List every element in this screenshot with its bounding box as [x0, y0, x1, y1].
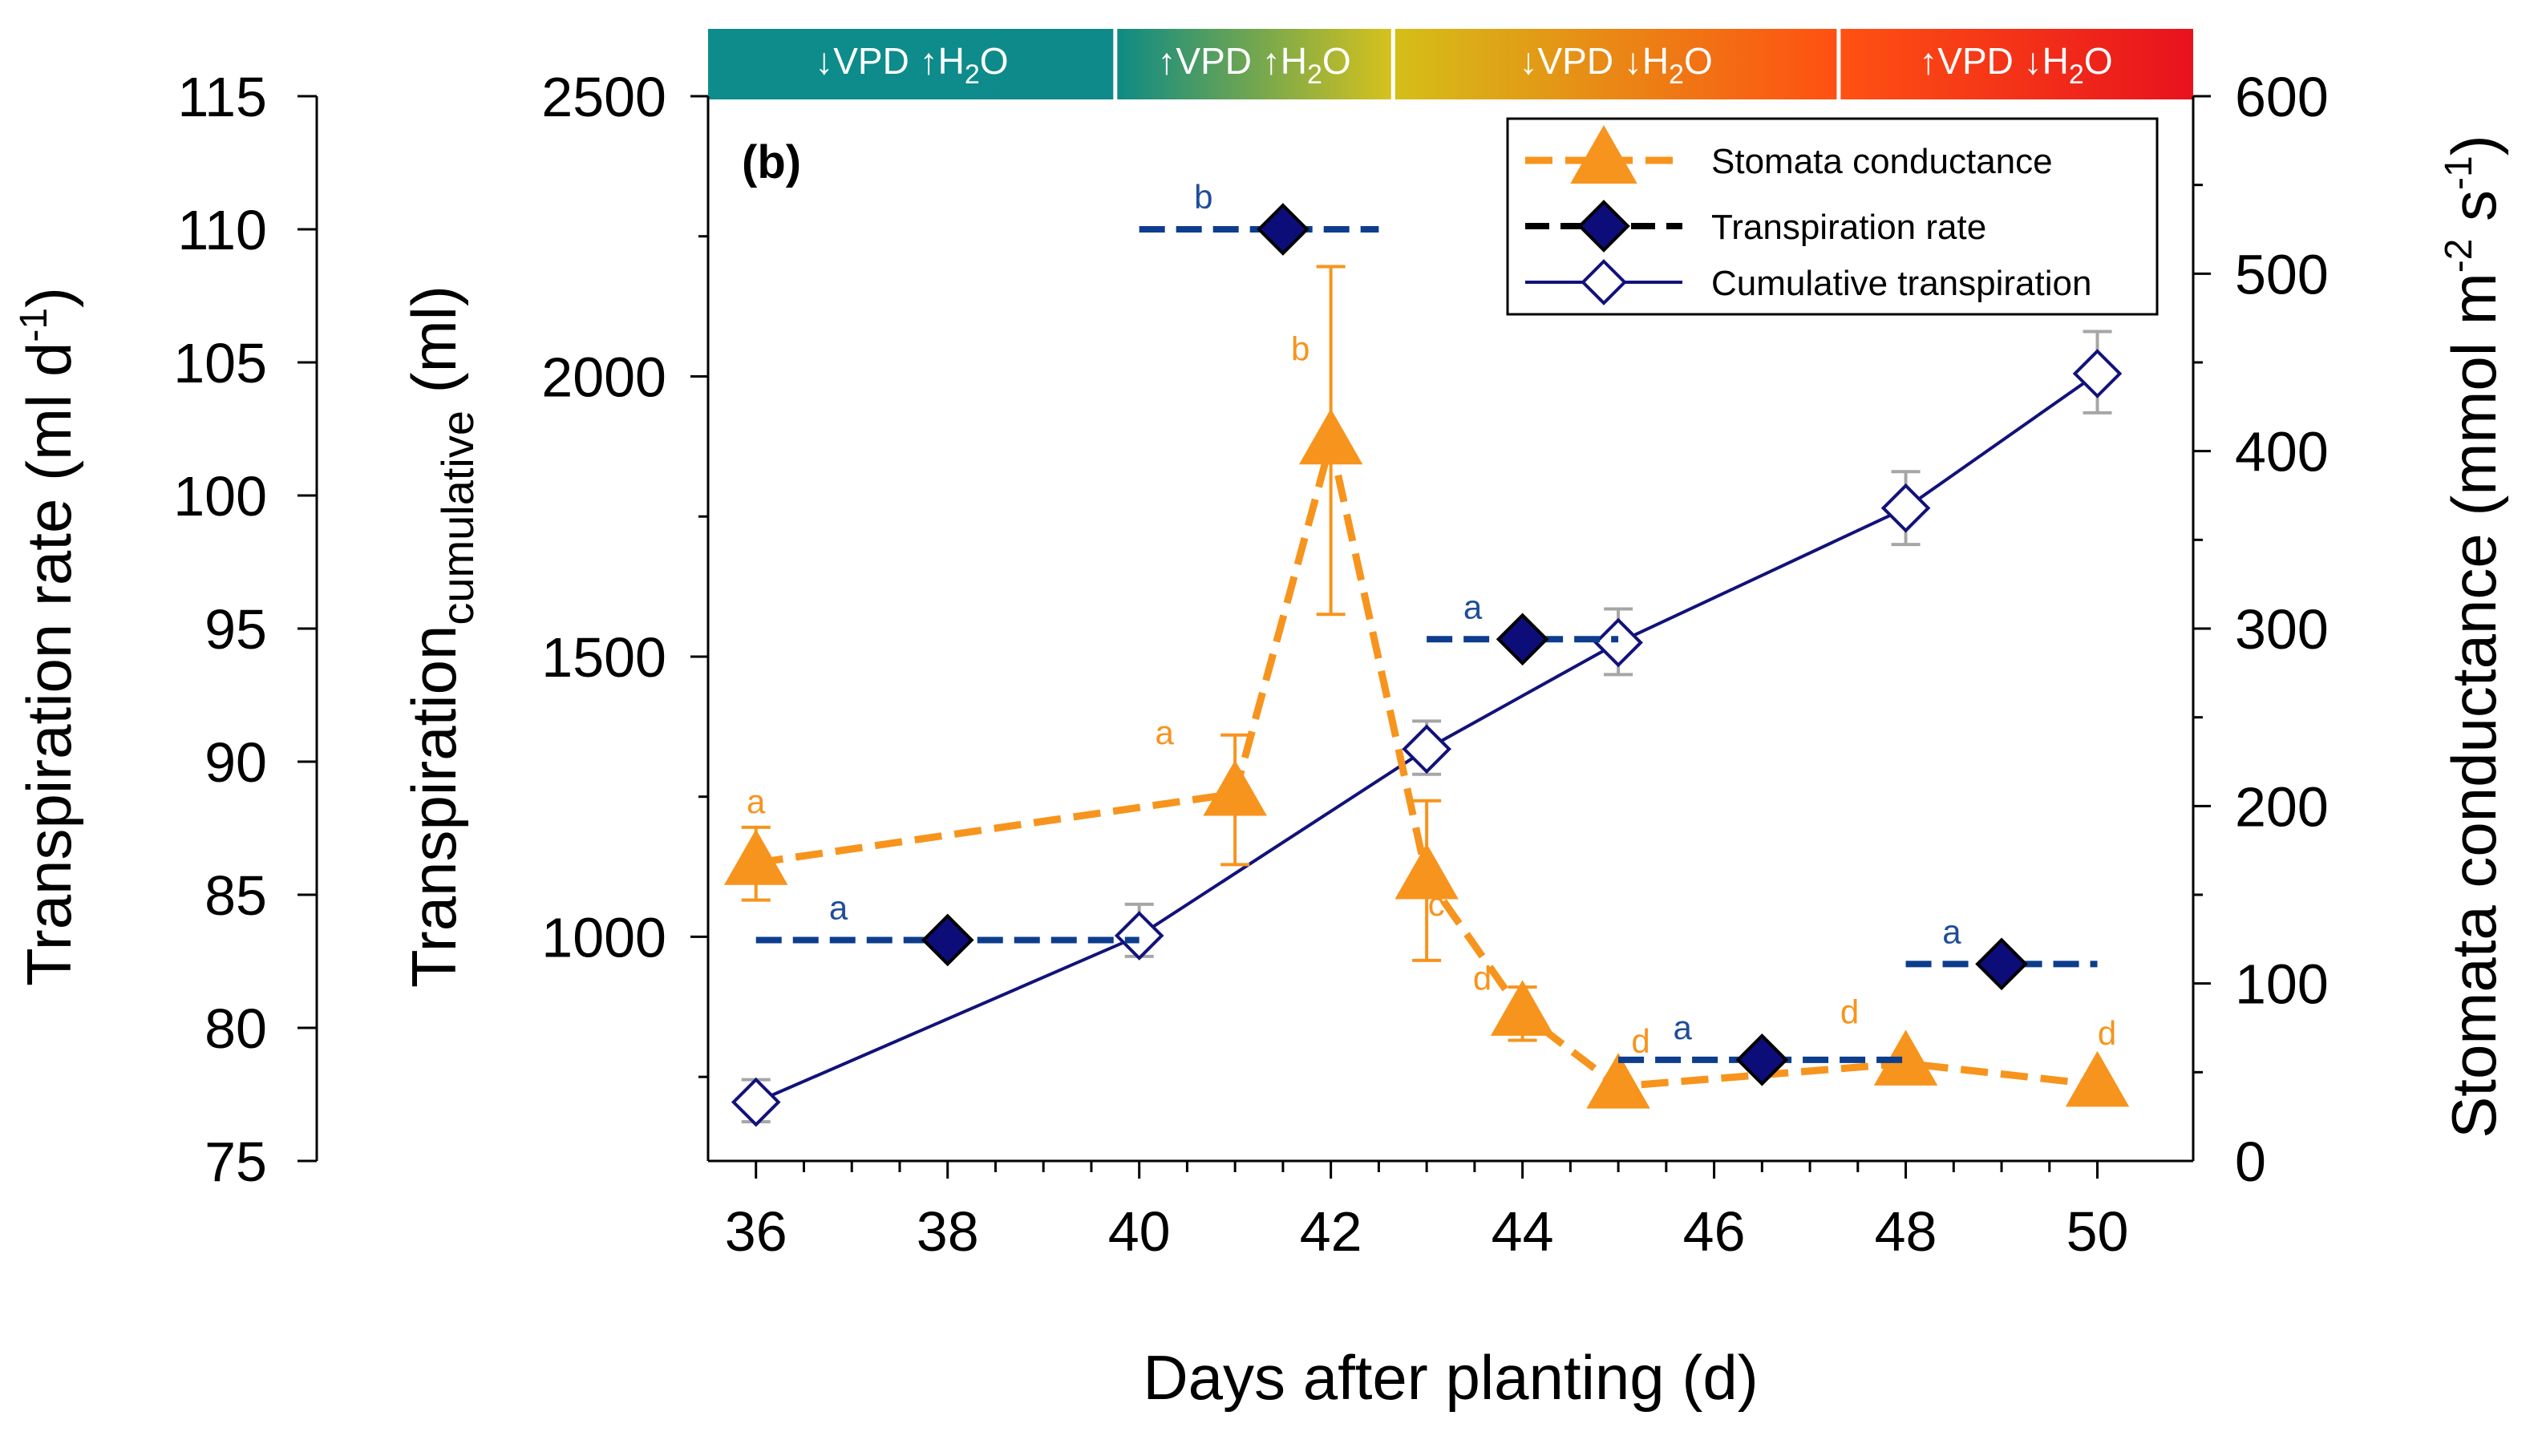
transpiration-rate-point — [1735, 1033, 1789, 1086]
legend-stomata-marker — [1570, 124, 1637, 184]
left-inner-axis-title: Transpirationcumulative (ml) — [399, 285, 483, 988]
stomata-letter: d — [2098, 1014, 2116, 1052]
legend-entry-label: Stomata conductance — [1711, 142, 2053, 181]
stomata-point — [1394, 843, 1459, 900]
left-outer-tick-label: 100 — [173, 465, 267, 528]
transpiration-rate-point — [1975, 937, 2028, 991]
legend-transpiration-rate-marker — [1577, 200, 1630, 253]
left-inner-tick-label: 1500 — [541, 626, 666, 689]
stomata-point — [1298, 408, 1363, 465]
x-tick-label: 44 — [1492, 1200, 1554, 1263]
axes: 36 38 40 42 44 46 48 50 Days after planting (d) 7… — [13, 66, 2509, 1413]
stomata-line — [755, 441, 2099, 1090]
stomata-letter: d — [1840, 993, 1859, 1030]
stomata-letter: b — [1291, 330, 1309, 368]
left-inner-tick-label: 2500 — [541, 66, 666, 128]
x-tick-label: 46 — [1683, 1200, 1746, 1263]
left-outer-tick-label: 90 — [204, 731, 267, 794]
right-tick-label: 200 — [2235, 775, 2329, 838]
legend-entry-label: Cumulative transpiration — [1711, 264, 2091, 303]
cumulative-point — [731, 1077, 781, 1127]
transpiration-rate-point — [1257, 203, 1309, 256]
left-outer-axis-title: Transpiration rate (ml d-1) — [13, 287, 84, 986]
cumulative-point — [1593, 617, 1643, 668]
left-outer-tick-label: 105 — [173, 332, 267, 394]
transpiration-rate-letter: b — [1194, 178, 1212, 216]
left-outer-tick-label: 85 — [204, 864, 267, 927]
cumulative-point — [1880, 483, 1931, 533]
left-outer-tick-label: 115 — [177, 66, 267, 128]
right-axis-title: Stomata conductance (mmol m-2 s-1) — [2438, 135, 2509, 1138]
phase-segment — [1393, 29, 1839, 99]
legend-entry-label: Transpiration rate — [1711, 208, 1986, 247]
x-tick-label: 48 — [1875, 1200, 1937, 1263]
x-axis-title: Days after planting (d) — [1143, 1342, 1758, 1413]
x-tick-label: 36 — [725, 1200, 787, 1263]
legend-cumulative-marker — [1581, 259, 1627, 305]
series-cumulative-transpiration — [731, 330, 2123, 1127]
right-tick-label: 300 — [2235, 598, 2329, 661]
phase-segment — [1838, 29, 2193, 99]
left-inner-tick-label: 2000 — [541, 346, 666, 408]
right-tick-label: 400 — [2235, 421, 2329, 483]
stomata-letter: d — [1631, 1022, 1649, 1060]
stomata-letter: a — [747, 783, 766, 820]
phase-segment — [708, 29, 1115, 99]
x-tick-label: 40 — [1108, 1200, 1171, 1263]
stomata-letter: c — [1428, 885, 1445, 923]
phase-label: ↑VPD ↑H2O — [1157, 40, 1350, 90]
stomata-letter: a — [1155, 714, 1174, 751]
right-tick-label: 600 — [2235, 66, 2329, 128]
cumulative-line — [755, 372, 2099, 1104]
transpiration-rate-point — [921, 913, 974, 967]
left-inner-tick-label: 1000 — [541, 906, 666, 969]
left-outer-tick-label: 80 — [204, 997, 267, 1060]
x-tick-label: 42 — [1300, 1200, 1362, 1263]
series-transpiration-rate: a b a a a — [755, 178, 2098, 1086]
phase-label: ↓VPD ↑H2O — [815, 40, 1008, 90]
phase-segment — [1115, 29, 1394, 99]
stomata-point — [1586, 1053, 1650, 1109]
transpiration-rate-letter: a — [1463, 588, 1483, 625]
phase-bar: ↓VPD ↑H2O ↑VPD ↑H2O ↓VPD ↓H2O ↑VPD ↓H2O — [708, 29, 2193, 99]
stomata-point — [1490, 980, 1555, 1036]
transpiration-rate-letter: a — [829, 888, 848, 926]
x-tick-label: 50 — [2066, 1200, 2129, 1263]
phase-label: ↑VPD ↓H2O — [1919, 40, 2112, 90]
cumulative-point — [1402, 724, 1451, 775]
legend: Stomata conductance Transpiration rate Cum… — [1506, 117, 2159, 316]
phase-label: ↓VPD ↓H2O — [1519, 40, 1712, 90]
stomata-letter: d — [1473, 959, 1492, 997]
transpiration-rate-letter: a — [1942, 912, 1961, 950]
right-tick-label: 500 — [2235, 243, 2329, 305]
transpiration-rate-letter: a — [1674, 1009, 1693, 1046]
stomata-point — [724, 829, 788, 885]
cumulative-point — [1114, 911, 1164, 961]
stomata-point — [1203, 759, 1267, 816]
right-tick-label: 0 — [2235, 1130, 2266, 1193]
left-outer-tick-label: 75 — [204, 1130, 267, 1193]
left-outer-tick-label: 95 — [204, 598, 267, 661]
cumulative-point — [2072, 349, 2123, 398]
x-tick-label: 38 — [917, 1200, 979, 1263]
stomata-point — [2065, 1050, 2130, 1107]
transpiration-rate-point — [1496, 613, 1549, 666]
right-tick-label: 100 — [2235, 953, 2329, 1016]
panel-label: (b) — [742, 136, 801, 188]
left-outer-tick-label: 110 — [177, 199, 267, 261]
